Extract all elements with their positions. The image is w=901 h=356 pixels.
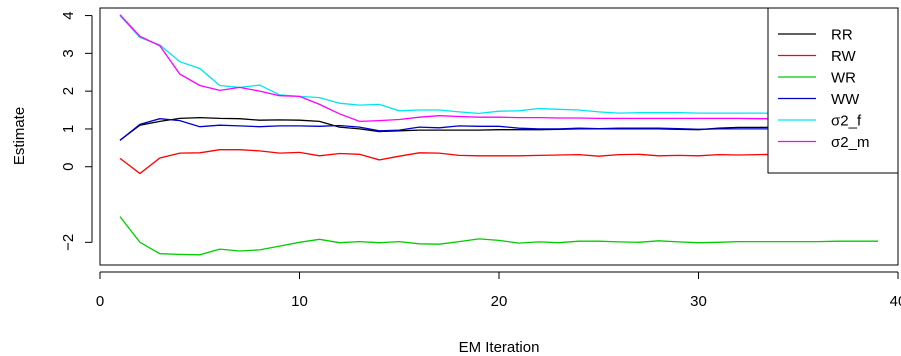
legend-label: RR [831, 27, 853, 44]
y-tick-label: 4 [60, 11, 77, 19]
series-line-0 [119, 116, 879, 141]
x-tick-label: 30 [690, 293, 707, 310]
y-tick-label: −2 [60, 234, 77, 251]
y-axis: −2 0 1 2 3 4 [60, 11, 93, 251]
y-tick-label: 3 [60, 49, 77, 57]
legend-label: σ2_m [831, 134, 869, 151]
legend-label: RW [831, 48, 857, 65]
series-line-1 [119, 149, 878, 175]
series-line-3 [119, 118, 878, 141]
x-tick-label: 0 [96, 293, 104, 310]
series-layer [119, 14, 879, 256]
x-axis: 0 10 20 30 40 [96, 271, 901, 310]
x-tick-label: 20 [491, 293, 508, 310]
x-axis-title: EM Iteration [459, 339, 540, 356]
series-line-4 [119, 15, 878, 115]
x-tick-label: 10 [291, 293, 308, 310]
legend: RR RW WR WW σ2_f σ2_m [767, 7, 899, 174]
series-line-2 [119, 216, 878, 256]
y-tick-label: 1 [60, 125, 77, 133]
legend-label: WW [831, 91, 860, 108]
y-axis-title: Estimate [11, 107, 28, 165]
legend-label: WR [831, 70, 856, 87]
y-tick-label: 0 [60, 163, 77, 171]
x-tick-label: 40 [890, 293, 901, 310]
legend-label: σ2_f [831, 113, 862, 130]
series-line-5 [119, 14, 878, 123]
legend-box [767, 7, 899, 174]
y-tick-label: 2 [60, 87, 77, 95]
